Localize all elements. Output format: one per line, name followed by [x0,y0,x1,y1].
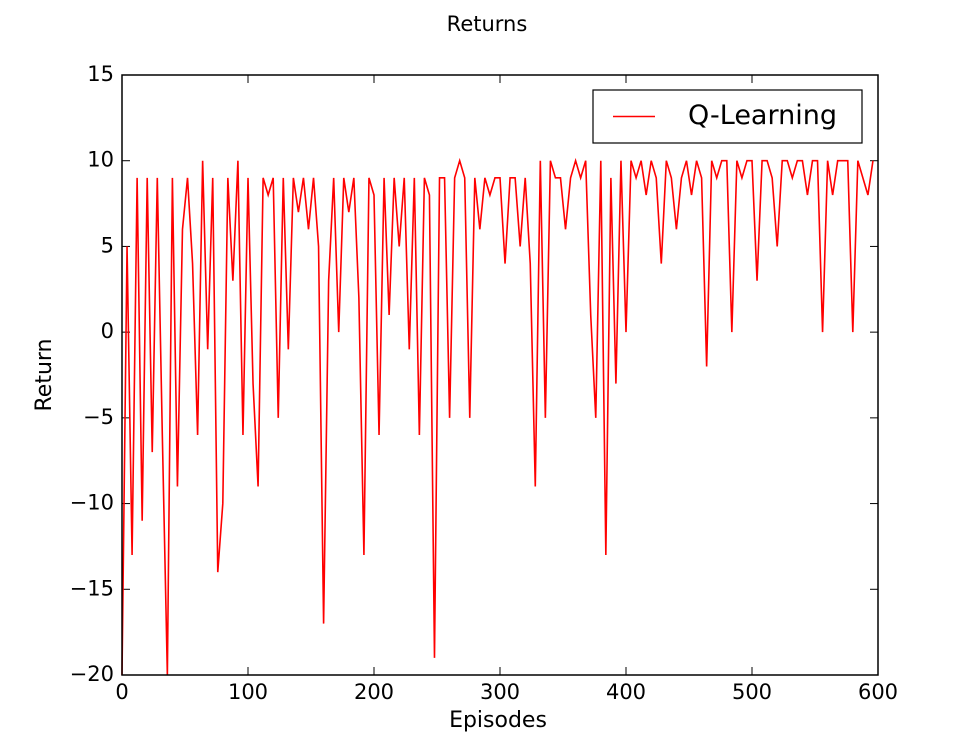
x-tick-label: 400 [606,680,646,704]
y-tick-label: −20 [70,662,114,686]
y-tick-label: 15 [87,62,114,86]
y-axis-label: Return [32,338,57,411]
x-tick-label: 100 [228,680,268,704]
plot-frame [121,74,879,676]
legend-box [592,89,863,144]
x-axis-label: Episodes [449,708,547,733]
y-tick-label: 10 [87,148,114,172]
x-tick-label: 600 [858,680,898,704]
data-line [121,157,874,676]
y-tick-label: 0 [101,319,114,343]
y-tick-label: −15 [70,576,114,600]
legend-label: Q-Learning [688,100,837,131]
y-tick-label: −5 [83,405,114,429]
x-tick-label: 500 [732,680,772,704]
x-tick-label: 200 [354,680,394,704]
x-tick-label: 300 [480,680,520,704]
x-tick-label: 0 [115,680,128,704]
y-tick-label: −10 [70,491,114,515]
chart-title: Returns [447,12,528,36]
y-tick-label: 5 [101,233,114,257]
